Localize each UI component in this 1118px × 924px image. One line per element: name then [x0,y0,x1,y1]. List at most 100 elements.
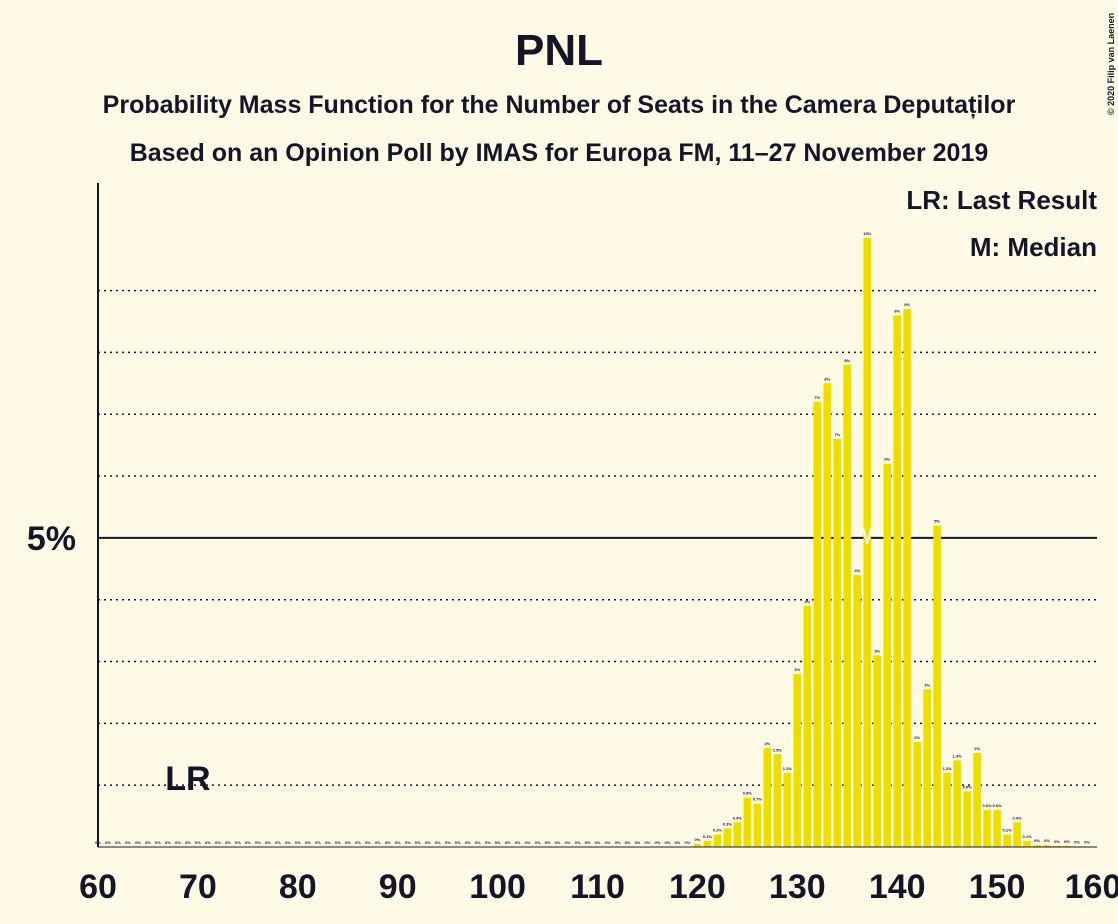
data-label: 2% [764,741,770,746]
data-label: 0% [655,840,661,845]
data-label: 0% [505,840,511,845]
bar [1043,845,1051,847]
data-label: 2% [914,735,920,740]
x-tick-label: 130 [769,868,826,906]
data-label: 0% [1034,838,1040,843]
data-label: 0.6% [993,803,1003,808]
data-label: 0% [695,837,701,842]
x-tick-label: 120 [669,868,726,906]
data-label: 0% [615,840,621,845]
bar [773,754,782,847]
data-label: 0% [525,840,531,845]
bar [983,809,991,847]
data-label: 0% [605,840,611,845]
data-label: 0% [245,840,251,845]
data-label: 10% [863,231,871,236]
bar [883,463,892,847]
bar [993,809,1001,847]
data-label: 0% [535,840,541,845]
data-label: 4% [854,568,860,573]
bar [783,772,792,847]
bar [1013,822,1021,847]
bar [853,574,862,847]
data-label: 0% [255,840,261,845]
data-label: 0.3% [723,821,733,826]
data-label: 0% [205,840,211,845]
data-label: 0.1% [703,834,713,839]
data-label: 0% [555,840,561,845]
bar [843,364,852,847]
x-tick-label: 90 [379,868,417,906]
bar [703,840,712,847]
bar [823,383,832,847]
bar [973,753,981,847]
x-tick-label: 110 [570,868,625,906]
bar [713,834,722,847]
data-label: 0% [135,840,141,845]
data-label: 0% [595,840,601,845]
data-label: 0% [175,840,181,845]
data-label: 0.4% [1013,815,1023,820]
chart-title: PNL [515,26,603,75]
data-label: 0% [185,840,191,845]
bar [933,525,941,847]
data-label: 3% [874,648,880,653]
bar [1053,845,1061,847]
data-label: 0% [445,840,451,845]
bar [903,309,911,847]
data-label: 0% [165,840,171,845]
data-label: 1.5% [773,747,783,752]
data-label: 0% [145,840,151,845]
bar [693,843,702,847]
data-label: 0.2% [713,828,723,833]
data-label: 0.2% [1003,828,1013,833]
y-tick-label: 5% [27,520,76,558]
bar [1003,834,1011,847]
data-label: 0% [625,840,631,845]
data-label: 0% [315,840,321,845]
data-label: 0% [685,840,691,845]
bar [963,791,971,847]
data-label: 0% [405,840,411,845]
x-tick-label: 140 [869,868,926,906]
data-label: 9% [904,302,910,307]
bar [913,741,921,847]
data-label: 0% [415,840,421,845]
last-result-label: LR [165,760,210,798]
bar [953,760,961,847]
data-label: 0.7% [753,797,763,802]
data-label: 0% [665,840,671,845]
data-label: 0% [425,840,431,845]
data-label: 9% [894,308,900,313]
data-label: 0% [355,840,361,845]
data-label: 0% [565,840,571,845]
data-label: 0% [1084,839,1090,844]
data-label: 0% [375,840,381,845]
bar [833,438,842,847]
data-label: 0% [545,840,551,845]
data-label: 0.6% [983,803,993,808]
chart-subtitle: Probability Mass Function for the Number… [103,91,1016,119]
data-label: 0% [635,840,641,845]
data-label: 0% [295,840,301,845]
data-label: 0% [645,840,651,845]
bar [1033,845,1041,847]
bar [943,772,951,847]
bar [923,689,931,847]
x-tick-label: 60 [79,868,117,906]
data-label: 0% [465,840,471,845]
median-marker [862,527,873,545]
data-label: 0% [305,840,311,845]
bar [873,655,882,847]
bar [803,605,812,847]
bar [893,315,901,847]
x-tick-label: 160 [1065,868,1118,906]
x-tick-label: 70 [179,868,217,906]
data-label: 0% [235,840,241,845]
data-label: 0% [345,840,351,845]
bar [763,748,772,847]
x-tick-label: 150 [969,868,1026,906]
data-label: 2% [974,746,980,751]
data-label: 0% [365,840,371,845]
